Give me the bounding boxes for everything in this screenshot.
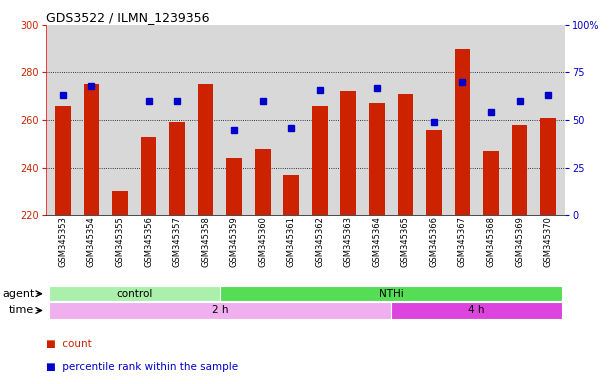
Bar <box>340 91 356 215</box>
Bar <box>84 84 100 215</box>
Bar <box>226 158 242 215</box>
Text: control: control <box>116 289 153 299</box>
Text: NTHi: NTHi <box>379 289 403 299</box>
Bar <box>141 137 156 215</box>
Bar <box>455 49 470 215</box>
Text: GDS3522 / ILMN_1239356: GDS3522 / ILMN_1239356 <box>46 11 210 24</box>
Bar <box>112 191 128 215</box>
Text: time: time <box>9 305 34 316</box>
Bar <box>540 118 556 215</box>
Bar <box>220 286 562 301</box>
Text: ■  percentile rank within the sample: ■ percentile rank within the sample <box>46 362 238 372</box>
Bar <box>169 122 185 215</box>
Bar <box>312 106 327 215</box>
Bar <box>398 94 413 215</box>
Bar <box>483 151 499 215</box>
Bar <box>369 103 385 215</box>
Bar <box>391 302 562 319</box>
Bar <box>284 175 299 215</box>
Text: 4 h: 4 h <box>469 305 485 316</box>
Bar <box>49 286 220 301</box>
Bar <box>511 125 527 215</box>
Text: agent: agent <box>2 289 34 299</box>
Bar <box>55 106 71 215</box>
Bar <box>49 302 391 319</box>
Bar <box>198 84 213 215</box>
Text: ■  count: ■ count <box>46 339 92 349</box>
Bar <box>255 149 271 215</box>
Text: 2 h: 2 h <box>211 305 228 316</box>
Bar <box>426 129 442 215</box>
